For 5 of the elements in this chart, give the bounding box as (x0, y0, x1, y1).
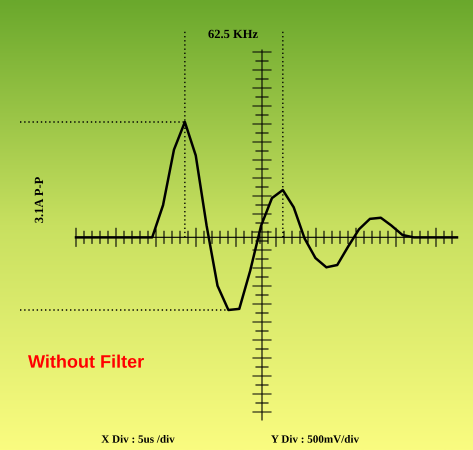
text: X Div : 5us /div (101, 434, 175, 443)
text: Without Filter (28, 354, 144, 368)
text: Y Div : 500mV/div (271, 434, 360, 443)
text: 3.1A P-P (34, 177, 44, 223)
text: 62.5 KHz (208, 30, 258, 38)
